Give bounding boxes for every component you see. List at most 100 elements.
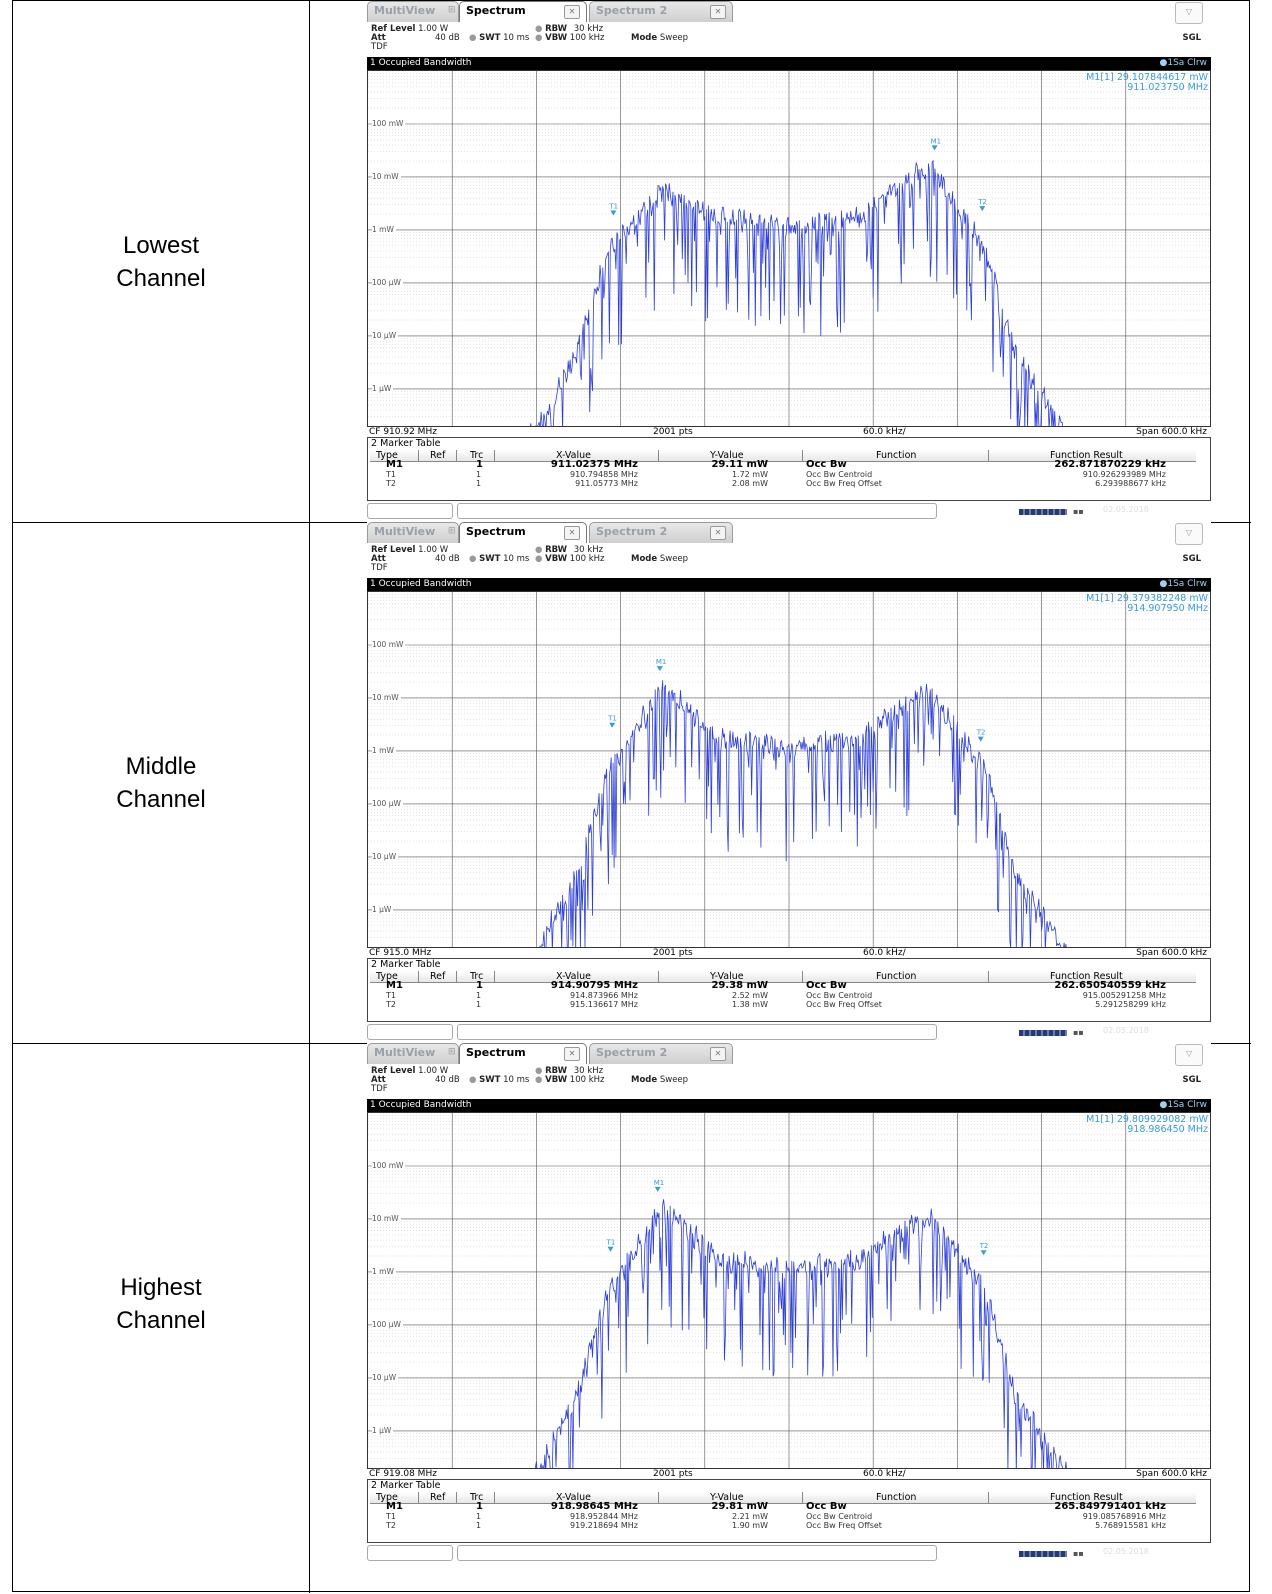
cell-type: M1	[386, 1501, 403, 1512]
frequency-span: Span 600.0 kHz	[1136, 427, 1207, 437]
cell-trc: 1	[476, 470, 482, 479]
settings-bar: Ref Level 1.00 W Att 40 dB ● SWT 10 ms ●…	[371, 545, 1201, 573]
header-function: Function	[876, 971, 917, 982]
y-axis-label: 100 µW	[372, 1319, 403, 1329]
marker-t1	[610, 210, 617, 216]
trace-label: ●1Sa Clrw	[1159, 58, 1207, 68]
rbw-label: RBW	[545, 24, 568, 34]
marker-table-title: 2 Marker Table	[371, 438, 441, 449]
close-icon[interactable]: ✕	[710, 1047, 726, 1061]
close-icon[interactable]: ✕	[564, 5, 580, 19]
header-ref: Ref	[430, 450, 446, 461]
cell-y: 2.21 mW	[731, 1512, 768, 1521]
ref-level-label: Ref Level	[371, 1066, 416, 1076]
y-axis-label: 1 µW	[372, 383, 394, 393]
y-axis-label: 10 µW	[372, 851, 399, 861]
chevron-down-icon[interactable]: ▽	[1175, 2, 1203, 24]
header-type: Type	[376, 450, 398, 461]
tab-spectrum[interactable]: Spectrum ✕	[459, 522, 587, 543]
cell-type: T1	[386, 470, 396, 479]
center-frequency: CF 919.08 MHz	[369, 1469, 437, 1479]
ref-level-label: Ref Level	[371, 24, 416, 34]
vbw-label: VBW	[545, 33, 568, 43]
cell-trc: 1	[476, 479, 482, 488]
cell-y: 29.38 mW	[711, 980, 768, 991]
att-label: Att	[371, 1075, 386, 1085]
cell-trc: 1	[476, 1000, 482, 1009]
mode-value: Sweep	[659, 33, 689, 43]
y-axis-label: 1 mW	[372, 224, 396, 234]
header-trc: Trc	[470, 971, 484, 982]
tab-multiview[interactable]: MultiView ⊞	[367, 1043, 459, 1064]
sgl-label: SGL	[1182, 33, 1201, 43]
ref-level-value: 1.00 W	[418, 24, 449, 34]
cell-trc: 1	[476, 459, 483, 470]
marker-table-row: M1 1 918.98645 MHz 29.81 mW Occ Bw 265.849791…	[370, 1501, 1196, 1512]
channel-label-line2: Channel	[116, 264, 206, 292]
tab-spectrum-2[interactable]: Spectrum 2 ✕	[589, 522, 733, 543]
marker-table-row: T2 1 911.05773 MHz 2.08 mW Occ Bw Freq Offse…	[370, 480, 1196, 488]
marker-t2	[979, 206, 986, 212]
cell-result: 915.005291258 MHz	[1082, 991, 1166, 1000]
cell-trc: 1	[476, 1512, 482, 1521]
spectrum-plot: M1 T1 T2 M1[1] 29.379382248 mW 914.907950 …	[367, 591, 1211, 948]
close-icon[interactable]: ✕	[564, 526, 580, 540]
swt-label: SWT	[479, 554, 501, 564]
ref-level-value: 1.00 W	[418, 1066, 449, 1076]
plot-footer: CF 915.0 MHz 2001 pts 60.0 kHz/ Span 600…	[367, 948, 1211, 958]
tab-bar: MultiView ⊞ Spectrum ✕ Spectrum 2 ✕ ▽	[367, 1043, 1211, 1066]
marker-m1	[656, 666, 663, 672]
marker-table-header: Type Ref Trc X-Value Y-Value Function Fu…	[370, 450, 1196, 462]
results-table: Lowest Channel MultiView ⊞ Spectrum ✕ Spec…	[12, 0, 1251, 1593]
cell-func: Occ Bw	[806, 459, 847, 470]
marker-table-row: T1 1 910.794858 MHz 1.72 mW Occ Bw Centroid 9…	[370, 471, 1196, 479]
grid-icon: ⊞	[448, 526, 456, 536]
chevron-down-icon[interactable]: ▽	[1175, 1044, 1203, 1066]
header-y-value: Y-Value	[710, 1492, 744, 1503]
diagram-title: 1 Occupied Bandwidth	[370, 1100, 472, 1110]
marker-table-title: 2 Marker Table	[371, 1480, 441, 1491]
header-x-value: X-Value	[556, 1492, 591, 1503]
marker-readout-value: M1[1] 29.107844617 mW	[1086, 72, 1208, 83]
header-function-result: Function Result	[1050, 1492, 1123, 1503]
cell-func: Occ Bw Centroid	[806, 1512, 873, 1521]
tab-spectrum-2[interactable]: Spectrum 2 ✕	[589, 1043, 733, 1064]
close-icon[interactable]: ✕	[710, 5, 726, 19]
tab-spectrum[interactable]: Spectrum ✕	[459, 1043, 587, 1064]
close-icon[interactable]: ✕	[564, 1047, 580, 1061]
rbw-label: RBW	[545, 545, 568, 555]
swt-value: 10 ms	[503, 554, 530, 564]
mode-label: Mode	[631, 554, 658, 564]
frequency-span: Span 600.0 kHz	[1136, 1469, 1207, 1479]
spectrum-plot: M1 T1 T2 M1[1] 29.107844617 mW 911.023750 …	[367, 70, 1211, 427]
cell-type: T1	[386, 1512, 396, 1521]
rbw-value: 30 kHz	[573, 1066, 604, 1076]
tab-multiview[interactable]: MultiView ⊞	[367, 522, 459, 543]
marker-table-row: M1 1 914.90795 MHz 29.38 mW Occ Bw 262.650540…	[370, 980, 1196, 991]
tab-spectrum-2[interactable]: Spectrum 2 ✕	[589, 1, 733, 22]
marker-readout-frequency: 918.986450 MHz	[1127, 1124, 1208, 1135]
marker-table-header: Type Ref Trc X-Value Y-Value Function Fu…	[370, 1492, 1196, 1504]
status-field	[367, 1545, 453, 1561]
marker-label-m1: M1	[656, 658, 667, 666]
frequency-span: Span 600.0 kHz	[1136, 948, 1207, 958]
tab-spectrum[interactable]: Spectrum ✕	[459, 1, 587, 22]
cell-func: Occ Bw Freq Offset	[806, 479, 882, 488]
swt-label: SWT	[479, 1075, 501, 1085]
status-message-field	[457, 1024, 937, 1040]
cell-result: 6.293988677 kHz	[1095, 479, 1166, 488]
y-axis-label: 10 mW	[372, 692, 401, 702]
cell-x: 910.794858 MHz	[569, 470, 638, 479]
spectrum-trace	[530, 159, 1071, 426]
header-type: Type	[376, 1492, 398, 1503]
tab-multiview[interactable]: MultiView ⊞	[367, 1, 459, 22]
header-x-value: X-Value	[556, 450, 591, 461]
close-icon[interactable]: ✕	[710, 526, 726, 540]
sweep-points: 2001 pts	[653, 948, 693, 958]
chevron-down-icon[interactable]: ▽	[1175, 523, 1203, 545]
channel-label-line2: Channel	[116, 785, 206, 813]
header-y-value: Y-Value	[710, 971, 744, 982]
cell-type: T1	[386, 991, 396, 1000]
frequency-per-division: 60.0 kHz/	[863, 1469, 906, 1479]
channel-label-line1: Lowest	[122, 231, 200, 259]
